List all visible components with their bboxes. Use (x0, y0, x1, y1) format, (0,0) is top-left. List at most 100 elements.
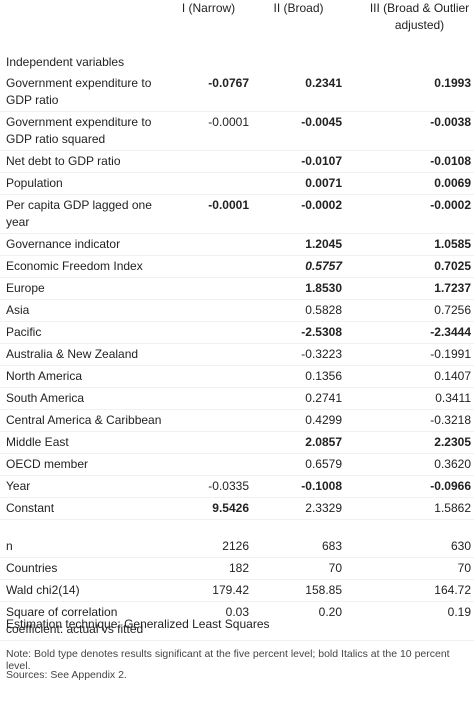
row-label: Population (0, 172, 165, 195)
variable-row: Per capita GDP lagged one year -0.0001 -0.… (0, 194, 474, 234)
variable-row: Asia 0.5828 0.7256 (0, 299, 474, 322)
row-label: Asia (0, 299, 165, 322)
value-cell: -0.1991 (345, 343, 474, 366)
variable-row: Economic Freedom Index 0.5757 0.7025 (0, 255, 474, 278)
value-cell: 158.85 (252, 579, 345, 602)
value-cell: 70 (345, 557, 474, 580)
variable-row: Governance indicator 1.2045 1.0585 (0, 233, 474, 256)
value-cell: 1.0585 (345, 233, 474, 256)
value-cell: 9.5426 (165, 497, 252, 520)
row-label: Square of correlation coefficient: actua… (0, 601, 165, 641)
empty-cell (165, 172, 252, 195)
empty-cell (165, 343, 252, 366)
value-cell: 0.7025 (345, 255, 474, 278)
column-header: III (Broad & Outlier adjusted) (369, 1, 470, 32)
empty-cell (165, 431, 252, 454)
value-cell: -2.3444 (345, 321, 474, 344)
value-cell: -0.0108 (345, 150, 474, 173)
variable-row: Pacific -2.5308 -2.3444 (0, 321, 474, 344)
value-cell: 1.5862 (345, 497, 474, 520)
value-cell: -0.0038 (345, 111, 474, 151)
technique: Estimation technique: Generalized Least … (6, 617, 270, 631)
row-label: Economic Freedom Index (0, 255, 165, 278)
value-cell: 0.1356 (252, 365, 345, 388)
value-cell: 0.4299 (252, 409, 345, 432)
value-cell: 0.2741 (252, 387, 345, 410)
variable-row: Government expenditure to GDP ratio squa… (0, 111, 474, 151)
row-label: South America (0, 387, 165, 410)
value-cell: 0.0071 (252, 172, 345, 195)
sources: Sources: See Appendix 2. (6, 669, 127, 681)
row-label: Europe (0, 277, 165, 300)
value-cell: 2.3329 (252, 497, 345, 520)
empty-cell (165, 453, 252, 476)
value-cell: 0.03 (165, 601, 252, 641)
variable-row: Europe 1.8530 1.7237 (0, 277, 474, 300)
variable-row: Government expenditure to GDP ratio -0.07… (0, 73, 474, 112)
results-table: I (Narrow) II (Broad) III (Broad & Outli… (0, 0, 474, 641)
variable-row: OECD member 0.6579 0.3620 (0, 453, 474, 476)
row-label: n (0, 536, 165, 558)
row-label: Pacific (0, 321, 165, 344)
value-cell: 0.1407 (345, 365, 474, 388)
value-cell: -0.0107 (252, 150, 345, 173)
note: Note: Bold type denotes results signific… (6, 648, 450, 672)
row-label: Central America & Caribbean (0, 409, 165, 432)
row-label: Wald chi2(14) (0, 579, 165, 602)
value-cell: 0.20 (252, 601, 345, 641)
value-cell: 179.42 (165, 579, 252, 602)
value-cell: -0.0001 (165, 194, 252, 234)
spacer (0, 520, 474, 537)
variable-row: Year -0.0335 -0.1008 -0.0966 (0, 475, 474, 498)
spacer-cell (0, 520, 474, 537)
value-cell: -0.3218 (345, 409, 474, 432)
value-cell: 2.0857 (252, 431, 345, 454)
value-cell: 164.72 (345, 579, 474, 602)
row-label: Per capita GDP lagged one year (0, 194, 165, 234)
value-cell: 1.7237 (345, 277, 474, 300)
value-cell: 182 (165, 557, 252, 580)
stat-row: Wald chi2(14) 179.42 158.85 164.72 (0, 579, 474, 602)
empty-cell (165, 365, 252, 388)
empty-cell (165, 409, 252, 432)
stat-row: Square of correlation coefficient: actua… (0, 601, 474, 641)
corner (0, 0, 165, 46)
row-label: Countries (0, 557, 165, 580)
row-label: Middle East (0, 431, 165, 454)
value-cell: 0.2341 (252, 73, 345, 112)
value-cell: -0.0001 (165, 111, 252, 151)
value-cell: 0.0069 (345, 172, 474, 195)
header-row: I (Narrow) II (Broad) III (Broad & Outli… (0, 0, 474, 46)
value-cell: -0.0767 (165, 73, 252, 112)
value-cell: 1.8530 (252, 277, 345, 300)
stat-row: n 2126 683 630 (0, 536, 474, 558)
empty-cell (165, 233, 252, 256)
value-cell: 0.3620 (345, 453, 474, 476)
value-cell: -0.0966 (345, 475, 474, 498)
row-label: Governance indicator (0, 233, 165, 256)
value-cell: -0.0045 (252, 111, 345, 151)
table-body: Independent variables Government expendit… (0, 46, 474, 641)
variable-row: Australia & New Zealand -0.3223 -0.1991 (0, 343, 474, 366)
value-cell: -0.3223 (252, 343, 345, 366)
value-cell: 0.19 (345, 601, 474, 641)
value-cell: 0.6579 (252, 453, 345, 476)
row-label: Government expenditure to GDP ratio (0, 73, 165, 112)
empty-cell (165, 150, 252, 173)
row-label: Constant (0, 497, 165, 520)
variable-row: North America 0.1356 0.1407 (0, 365, 474, 388)
value-cell: -0.0002 (345, 194, 474, 234)
value-cell: 70 (252, 557, 345, 580)
empty-cell (165, 299, 252, 322)
value-cell: 0.1993 (345, 73, 474, 112)
row-label: OECD member (0, 453, 165, 476)
value-cell: 2.2305 (345, 431, 474, 454)
section-label: Independent variables (6, 55, 125, 69)
empty-cell (165, 277, 252, 300)
row-label: Year (0, 475, 165, 498)
empty-cell (165, 387, 252, 410)
value-cell: 0.5757 (252, 255, 345, 278)
column-header: II (Broad) (273, 1, 324, 15)
variable-row: Middle East 2.0857 2.2305 (0, 431, 474, 454)
